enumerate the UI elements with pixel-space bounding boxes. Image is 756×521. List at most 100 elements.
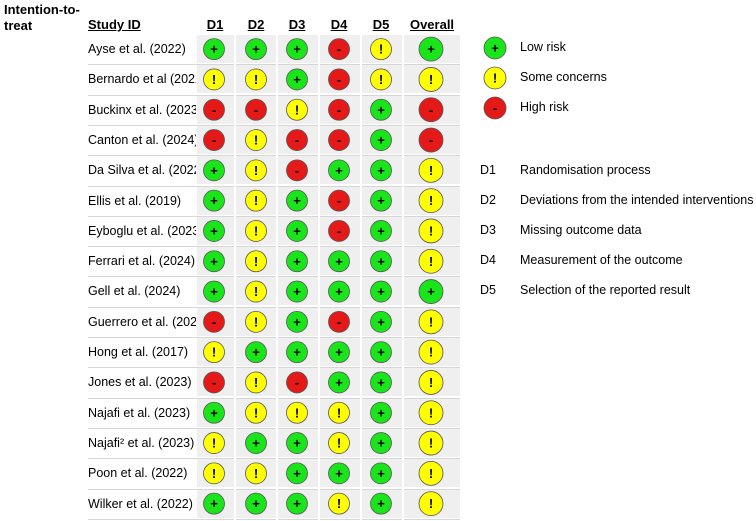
row-divider (88, 306, 460, 308)
study-label: Canton et al. (2024) (88, 132, 196, 148)
judgment-d3-dot (286, 220, 308, 242)
judgment-d3-dot (286, 68, 308, 91)
judgment-d5: + (370, 462, 392, 485)
judgment-d1: + (203, 492, 225, 515)
judgment-d4: ! (328, 401, 350, 424)
judgment-d3-symbol: ! (295, 405, 299, 420)
row-divider (88, 246, 460, 248)
judgment-overall: ! (418, 400, 444, 426)
judgment-d4-symbol: + (335, 345, 343, 360)
judgment-overall: ! (418, 188, 444, 214)
domain-description: Selection of the reported result (520, 283, 691, 297)
judgment-d1: + (203, 189, 225, 212)
judgment-overall-symbol: - (429, 133, 433, 148)
judgment-overall: + (418, 36, 444, 62)
judgment-d2-symbol: ! (254, 405, 258, 420)
judgment-d2: ! (245, 129, 267, 151)
judgment-d3: + (286, 189, 308, 212)
judgment-overall: - (418, 127, 444, 153)
judgment-d5-dot (370, 220, 392, 242)
judgment-d1: - (203, 129, 225, 151)
column-divider (402, 34, 404, 520)
judgment-d4-dot (328, 98, 350, 121)
judgment-d3: + (286, 220, 308, 242)
judgment-d1: + (203, 401, 225, 424)
domain-code: D4 (480, 253, 496, 267)
judgment-d5: + (370, 401, 392, 424)
row-divider (88, 518, 460, 520)
legend-label-some: Some concerns (520, 70, 607, 84)
judgment-d1: - (203, 310, 225, 333)
judgment-overall: ! (418, 460, 444, 486)
judgment-overall-dot (418, 67, 444, 92)
judgment-d3-dot (286, 341, 308, 364)
judgment-d5-dot (370, 159, 392, 182)
judgment-d3-symbol: + (293, 193, 301, 208)
judgment-d2-dot (245, 462, 267, 485)
judgment-d2: ! (245, 371, 267, 394)
judgment-d5: + (370, 280, 392, 303)
judgment-d4-symbol: ! (337, 496, 341, 511)
judgment-overall-dot (418, 248, 444, 274)
domain-header-d5: D5 (372, 17, 390, 32)
judgment-d2: + (245, 341, 267, 364)
judgment-d2-symbol: + (252, 345, 260, 360)
column-divider (318, 34, 320, 520)
judgment-d2-symbol: ! (254, 193, 258, 208)
judgment-overall-symbol: ! (429, 193, 433, 208)
judgment-d5-dot (370, 462, 392, 485)
judgment-d3-symbol: + (293, 254, 301, 269)
domain-description: Randomisation process (520, 163, 651, 177)
judgment-d4-symbol: - (337, 193, 341, 208)
judgment-d3-dot (286, 38, 308, 61)
judgment-d1-symbol: - (212, 102, 216, 117)
judgment-d5: + (370, 220, 392, 242)
judgment-d5-symbol: + (377, 193, 385, 208)
judgment-d3-symbol: ! (295, 102, 299, 117)
row-divider (88, 215, 460, 217)
judgment-overall: ! (418, 309, 444, 335)
row-divider (88, 64, 460, 66)
judgment-d1: ! (203, 341, 225, 364)
study-label-text: Buckinx et al. (2023 (88, 102, 196, 117)
judgment-overall: ! (418, 491, 444, 517)
judgment-d3: ! (286, 98, 308, 121)
judgment-d3-dot (286, 432, 308, 454)
judgment-d3: + (286, 38, 308, 61)
judgment-d5: + (370, 189, 392, 212)
legend-dot-some-symbol: ! (493, 71, 497, 86)
judgment-d4: + (328, 159, 350, 182)
judgment-d2-dot (245, 341, 267, 364)
judgment-d4-dot (328, 462, 350, 485)
judgment-d5-symbol: + (377, 254, 385, 269)
judgment-d2: ! (245, 68, 267, 91)
study-label-text: Canton et al. (2024) (88, 132, 196, 147)
judgment-d2: ! (245, 250, 267, 273)
judgment-d1-dot (203, 189, 225, 212)
judgment-d2-symbol: + (252, 496, 260, 511)
judgment-d5: + (370, 129, 392, 151)
judgment-d2: ! (245, 159, 267, 182)
judgment-overall-symbol: ! (429, 314, 433, 329)
study-label: Buckinx et al. (2023 (88, 102, 196, 118)
judgment-d4: - (328, 98, 350, 121)
judgment-d5-symbol: + (377, 466, 385, 481)
legend-dot-high-dot (483, 96, 507, 120)
study-label-text: Da Silva et al. (2022 (88, 163, 196, 178)
section-title: Intention-to-treat (4, 2, 80, 33)
judgment-d1-symbol: + (210, 496, 218, 511)
domain-description: Measurement of the outcome (520, 253, 683, 267)
judgment-d1-dot (203, 220, 225, 242)
judgment-d2-symbol: ! (254, 466, 258, 481)
judgment-d2-symbol: ! (254, 223, 258, 238)
judgment-d1-dot (203, 341, 225, 364)
judgment-d1-dot (203, 371, 225, 394)
study-label: Da Silva et al. (2022 (88, 162, 196, 178)
judgment-d5-dot (370, 492, 392, 515)
judgment-d4: ! (328, 432, 350, 454)
domain-header-d2: D2 (247, 17, 265, 32)
judgment-d3: + (286, 250, 308, 273)
judgment-d3: - (286, 371, 308, 394)
judgment-d1-symbol: ! (212, 436, 216, 451)
judgment-d5-dot (370, 371, 392, 394)
